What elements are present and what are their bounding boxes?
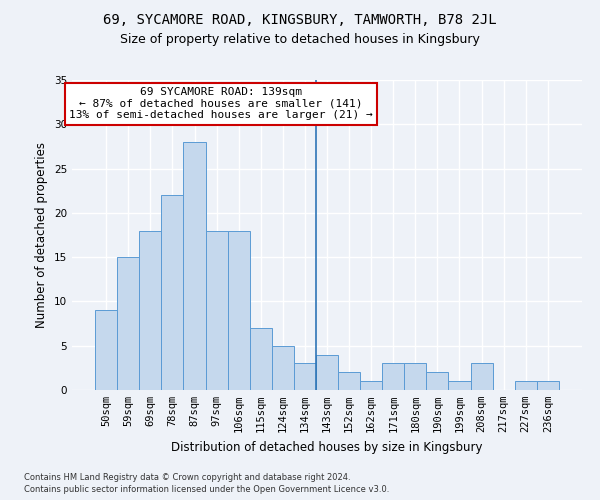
Bar — [117, 257, 139, 390]
Bar — [272, 346, 294, 390]
Text: Contains public sector information licensed under the Open Government Licence v3: Contains public sector information licen… — [24, 486, 389, 494]
Bar — [382, 364, 404, 390]
Text: 69, SYCAMORE ROAD, KINGSBURY, TAMWORTH, B78 2JL: 69, SYCAMORE ROAD, KINGSBURY, TAMWORTH, … — [103, 12, 497, 26]
Bar — [537, 381, 559, 390]
Bar — [338, 372, 360, 390]
Text: Contains HM Land Registry data © Crown copyright and database right 2024.: Contains HM Land Registry data © Crown c… — [24, 473, 350, 482]
Bar — [515, 381, 537, 390]
Bar — [360, 381, 382, 390]
Bar — [95, 310, 117, 390]
Bar — [161, 195, 184, 390]
Text: Size of property relative to detached houses in Kingsbury: Size of property relative to detached ho… — [120, 32, 480, 46]
Y-axis label: Number of detached properties: Number of detached properties — [35, 142, 49, 328]
Bar — [448, 381, 470, 390]
Bar — [427, 372, 448, 390]
Bar — [470, 364, 493, 390]
Bar — [294, 364, 316, 390]
Bar — [139, 230, 161, 390]
Text: 69 SYCAMORE ROAD: 139sqm
← 87% of detached houses are smaller (141)
13% of semi-: 69 SYCAMORE ROAD: 139sqm ← 87% of detach… — [69, 87, 373, 120]
Bar — [184, 142, 206, 390]
Bar — [250, 328, 272, 390]
Bar — [316, 354, 338, 390]
Bar — [227, 230, 250, 390]
X-axis label: Distribution of detached houses by size in Kingsbury: Distribution of detached houses by size … — [171, 440, 483, 454]
Bar — [404, 364, 427, 390]
Bar — [206, 230, 227, 390]
